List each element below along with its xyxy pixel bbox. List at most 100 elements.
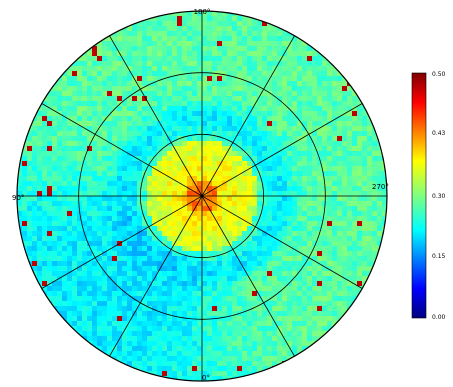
heatmap-cell xyxy=(37,106,43,112)
heatmap-cell xyxy=(232,296,238,302)
heatmap-cell xyxy=(107,251,113,257)
heatmap-cell xyxy=(272,196,278,202)
heatmap-cell xyxy=(162,236,168,242)
heatmap-cell xyxy=(142,181,148,187)
heatmap-cell xyxy=(292,76,298,82)
heatmap-cell xyxy=(92,291,98,297)
heatmap-cell xyxy=(177,166,183,172)
heatmap-cell xyxy=(152,16,158,22)
heatmap-cell xyxy=(97,76,103,82)
heatmap-cell xyxy=(192,136,198,142)
heatmap-cell xyxy=(277,306,283,312)
heatmap-cell xyxy=(352,141,358,147)
heatmap-cell xyxy=(92,321,98,327)
heatmap-cell xyxy=(82,66,88,72)
heatmap-cell xyxy=(252,71,258,77)
heatmap-cell xyxy=(192,46,198,52)
heatmap-cell xyxy=(257,331,263,337)
heatmap-cell xyxy=(352,156,358,162)
heatmap-cell xyxy=(112,46,118,52)
heatmap-cell xyxy=(242,211,248,217)
heatmap-cell xyxy=(212,341,218,347)
heatmap-cell xyxy=(92,86,98,92)
heatmap-cell xyxy=(222,346,228,352)
heatmap-cell xyxy=(297,66,303,72)
heatmap-cell xyxy=(187,216,193,222)
heatmap-cell xyxy=(72,96,78,102)
heatmap-cell xyxy=(312,316,318,322)
heatmap-cell xyxy=(162,66,168,72)
heatmap-cell xyxy=(302,56,308,62)
heatmap-cell xyxy=(132,216,138,222)
heatmap-cell xyxy=(267,146,273,152)
heatmap-cell xyxy=(287,76,293,82)
heatmap-cell xyxy=(72,106,78,112)
heatmap-cell xyxy=(212,286,218,292)
heatmap-cell xyxy=(222,211,228,217)
heatmap-cell xyxy=(162,371,168,377)
heatmap-cell xyxy=(62,156,68,162)
heatmap-cell xyxy=(267,246,273,252)
heatmap-cell xyxy=(127,351,133,357)
heatmap-cell xyxy=(177,381,183,387)
heatmap-cell xyxy=(322,91,328,97)
heatmap-cell xyxy=(37,146,43,152)
heatmap-cell xyxy=(122,181,128,187)
heatmap-cell xyxy=(222,336,228,342)
heatmap-cell xyxy=(352,201,358,207)
heatmap-cell xyxy=(232,56,238,62)
heatmap-cell xyxy=(372,221,378,227)
heatmap-cell xyxy=(172,191,178,197)
heatmap-cell xyxy=(32,266,38,272)
heatmap-cell xyxy=(292,346,298,352)
heatmap-cell xyxy=(137,311,143,317)
heatmap-cell xyxy=(272,321,278,327)
heatmap-cell xyxy=(152,266,158,272)
heatmap-cell xyxy=(152,86,158,92)
heatmap-cell xyxy=(277,31,283,37)
heatmap-cell xyxy=(217,186,223,192)
heatmap-cell xyxy=(127,321,133,327)
heatmap-cell xyxy=(302,61,308,67)
heatmap-cell xyxy=(82,196,88,202)
heatmap-cell xyxy=(107,56,113,62)
heatmap-cell xyxy=(242,201,248,207)
heatmap-cell xyxy=(127,216,133,222)
heatmap-cell xyxy=(112,101,118,107)
heatmap-cell xyxy=(287,191,293,197)
heatmap-cell xyxy=(142,161,148,167)
heatmap-cell xyxy=(42,216,48,222)
heatmap-cell xyxy=(207,306,213,312)
heatmap-cell xyxy=(212,206,218,212)
heatmap-cell xyxy=(327,86,333,92)
heatmap-cell xyxy=(277,271,283,277)
heatmap-cell xyxy=(147,331,153,337)
heatmap-cell xyxy=(287,281,293,287)
heatmap-cell xyxy=(187,171,193,177)
heatmap-cell xyxy=(182,91,188,97)
heatmap-cell xyxy=(132,161,138,167)
heatmap-cell xyxy=(187,201,193,207)
heatmap-cell xyxy=(112,326,118,332)
heatmap-cell xyxy=(37,206,43,212)
heatmap-cell xyxy=(92,171,98,177)
heatmap-cell xyxy=(147,286,153,292)
heatmap-cell xyxy=(67,186,73,192)
heatmap-cell xyxy=(267,166,273,172)
heatmap-cell xyxy=(337,191,343,197)
heatmap-cell xyxy=(112,266,118,272)
heatmap-cell xyxy=(172,26,178,32)
heatmap-cell xyxy=(42,251,48,257)
heatmap-cell xyxy=(152,291,158,297)
heatmap-cell xyxy=(92,196,98,202)
heatmap-cell xyxy=(367,151,373,157)
heatmap-cell xyxy=(242,361,248,367)
heatmap-cell xyxy=(122,31,128,37)
heatmap-cell xyxy=(157,346,163,352)
heatmap-cell xyxy=(262,91,268,97)
heatmap-cell xyxy=(42,156,48,162)
heatmap-cell xyxy=(77,86,83,92)
heatmap-cell xyxy=(57,226,63,232)
heatmap-cell xyxy=(67,91,73,97)
heatmap-cell xyxy=(222,256,228,262)
